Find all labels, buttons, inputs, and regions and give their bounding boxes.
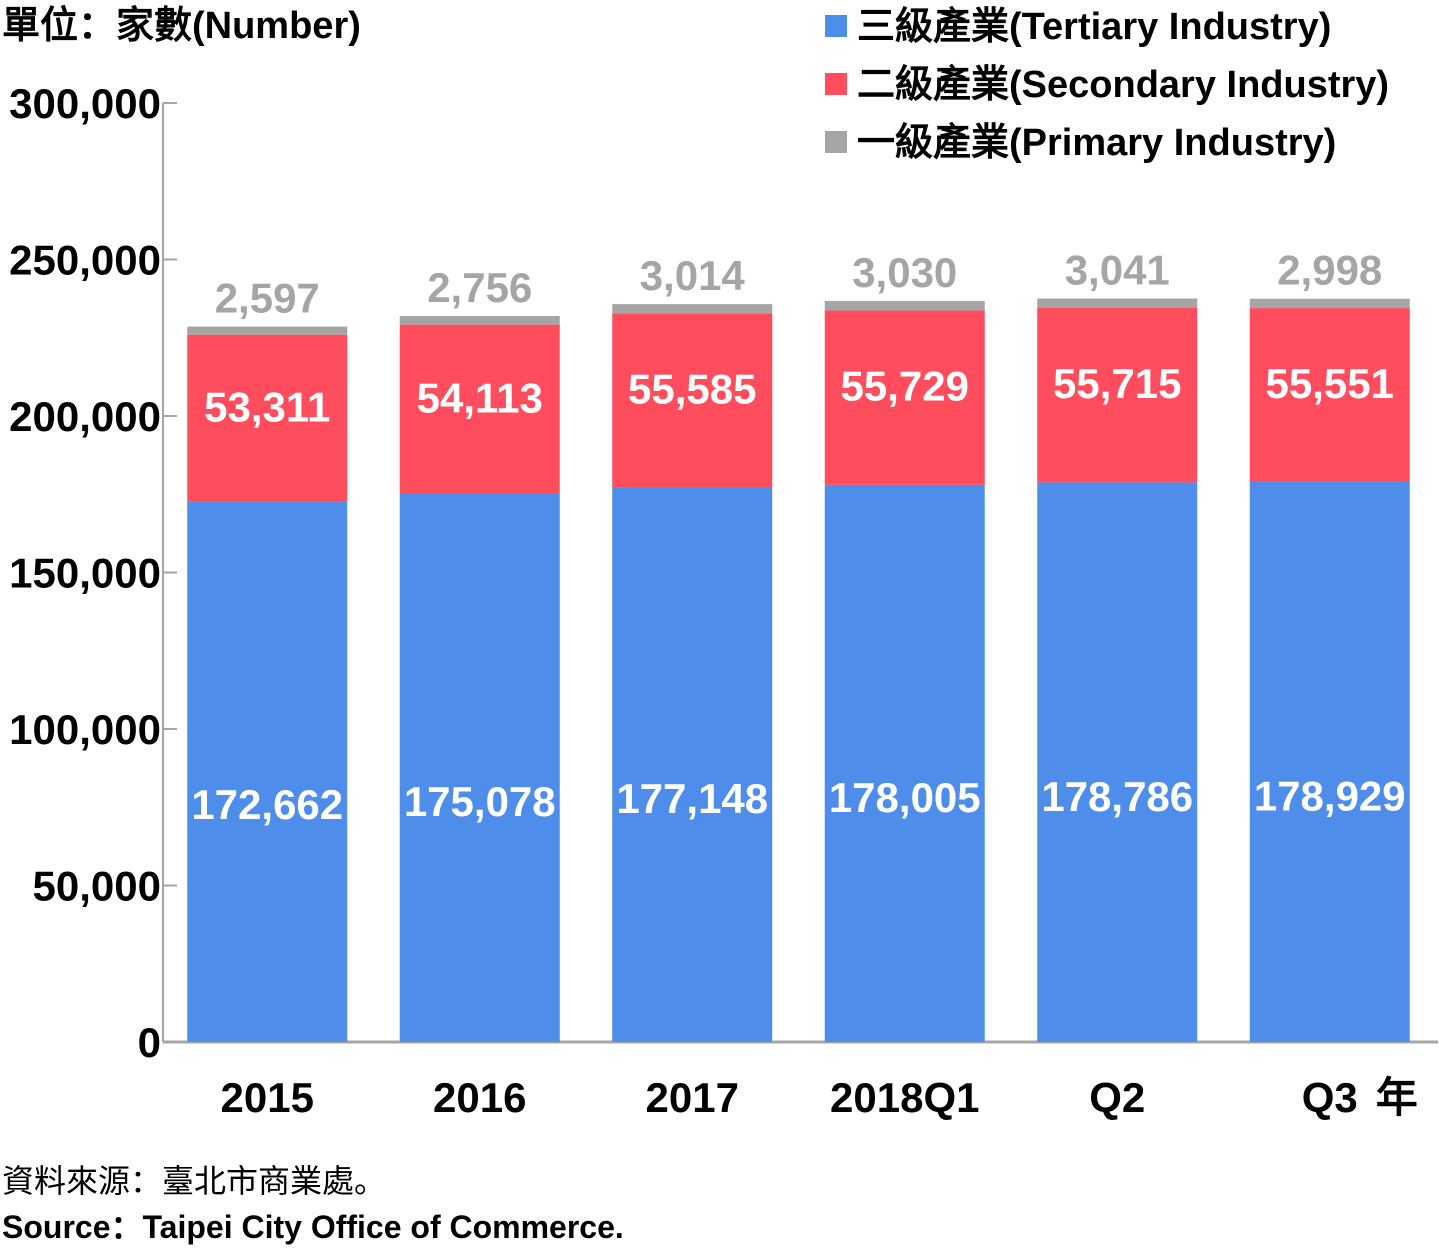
bar-segment [612, 487, 773, 1043]
x-axis: 2015 2016 2017 2018Q1 Q2 Q3 年 [163, 1040, 1438, 1121]
x-tick-label: Q2 [1089, 1074, 1145, 1121]
bar-segment [612, 304, 773, 314]
data-label: 3,041 [1065, 246, 1170, 293]
bar-segment [187, 501, 348, 1042]
x-tick-label: 2018Q1 [830, 1074, 979, 1121]
legend-label: 一級產業(Primary Industry) [857, 121, 1336, 164]
bar-segment [399, 324, 560, 495]
bar-segment [824, 310, 985, 485]
data-label: 55,715 [1053, 360, 1181, 407]
bar-segment [187, 334, 348, 502]
bar-segment [612, 313, 773, 488]
legend-swatch [825, 73, 847, 95]
legend-swatch [825, 15, 847, 37]
data-label: 55,551 [1266, 360, 1394, 407]
data-label: 53,311 [204, 383, 330, 430]
y-tick-label: 250,000 [9, 237, 161, 284]
data-label: 172,662 [191, 781, 343, 828]
data-label: 54,113 [417, 374, 543, 421]
data-label: 178,929 [1254, 773, 1406, 820]
bar-segment [399, 494, 560, 1042]
x-axis-suffix: 年 [1376, 1074, 1418, 1121]
x-tick-label: 2016 [433, 1074, 526, 1121]
y-axis: 0 50,000 100,000 150,000 200,000 250,000 300,0… [9, 80, 177, 1066]
bar-segment [399, 316, 560, 325]
source-zh: 資料來源：臺北市商業處。 [2, 1163, 387, 1199]
data-label: 178,005 [829, 774, 981, 821]
bars [187, 298, 1410, 1043]
data-label: 175,078 [404, 778, 556, 825]
data-label: 178,786 [1041, 773, 1193, 820]
y-tick-label: 150,000 [9, 550, 161, 597]
x-tick-label: 2017 [646, 1074, 739, 1121]
y-tick-label: 50,000 [33, 863, 161, 910]
bar-segment [824, 300, 985, 311]
y-tick-label: 100,000 [9, 706, 161, 753]
bar-segment [1037, 482, 1198, 1043]
data-labels: 172,662 53,311 2,597 175,078 54,113 2,756 177,… [191, 246, 1405, 828]
y-tick-label: 0 [138, 1019, 161, 1066]
legend-label: 二級產業(Secondary Industry) [857, 63, 1389, 106]
data-label: 3,014 [640, 252, 746, 299]
bar-segment [1249, 298, 1410, 309]
unit-label: 單位：家數(Number) [2, 5, 361, 47]
data-label: 55,729 [841, 362, 969, 409]
y-tick-label: 300,000 [9, 80, 161, 127]
x-tick-label: Q3 [1302, 1074, 1358, 1121]
bar-segment [1037, 308, 1198, 483]
source-en: Source：Taipei City Office of Commerce. [2, 1209, 624, 1245]
bar-segment [1249, 308, 1410, 482]
data-label: 55,585 [628, 365, 756, 412]
data-label: 3,030 [852, 249, 957, 296]
y-tick-label: 200,000 [9, 393, 161, 440]
legend: 三級產業(Tertiary Industry) 二級產業(Secondary In… [825, 5, 1389, 164]
bar-segment [1249, 481, 1410, 1042]
data-label: 2,597 [215, 275, 320, 322]
bar-segment [187, 326, 348, 335]
legend-swatch [825, 131, 847, 153]
data-label: 177,148 [616, 775, 768, 822]
x-tick-label: 2015 [221, 1074, 314, 1121]
bar-segment [824, 484, 985, 1042]
bar-segment [1037, 298, 1198, 309]
data-label: 2,998 [1277, 247, 1382, 294]
legend-label: 三級產業(Tertiary Industry) [857, 5, 1331, 48]
data-label: 2,756 [427, 264, 532, 311]
